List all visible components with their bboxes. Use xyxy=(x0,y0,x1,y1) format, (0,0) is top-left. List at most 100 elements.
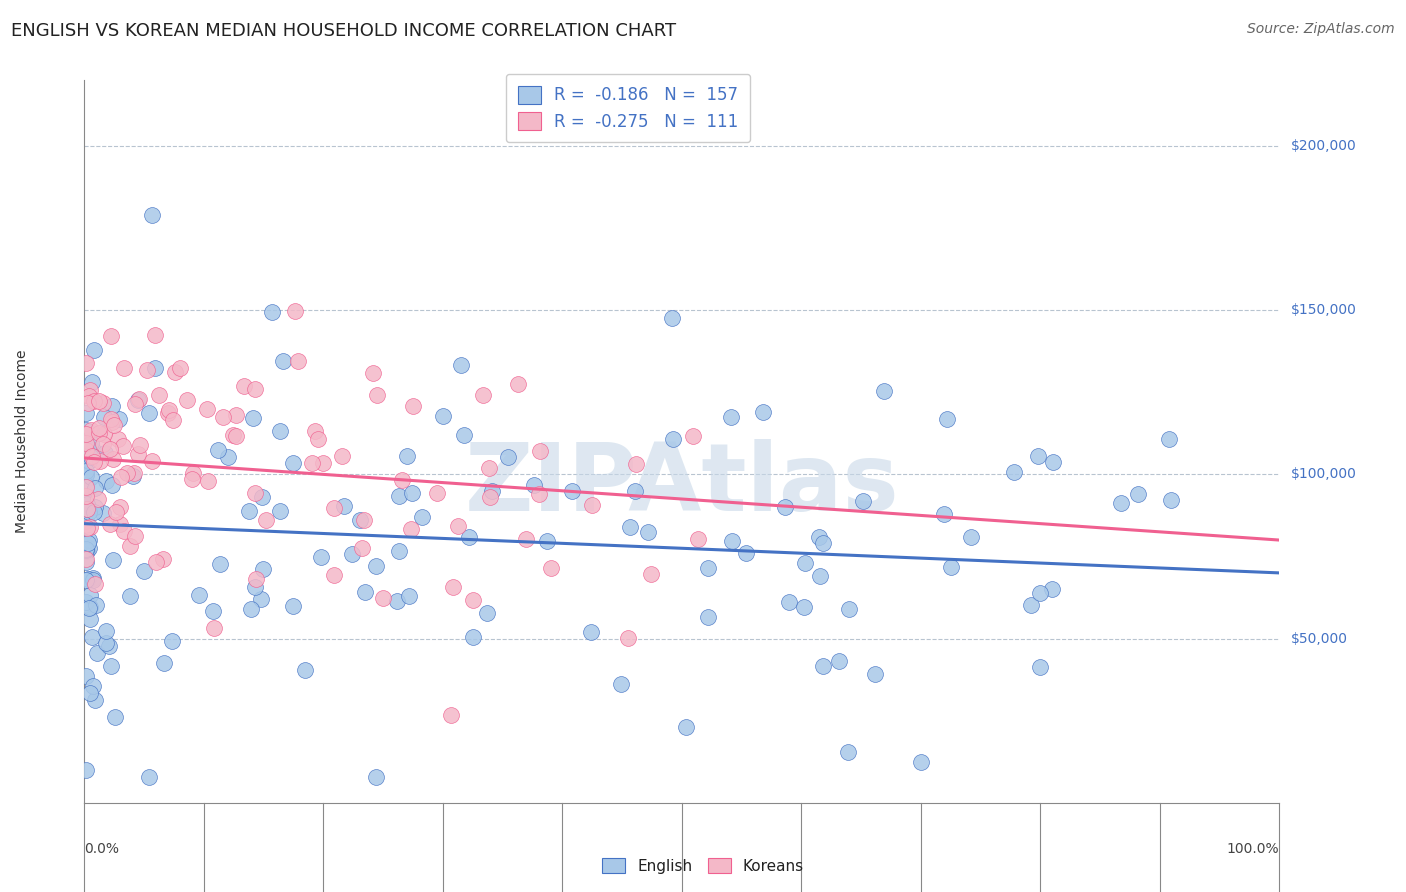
Point xyxy=(675,720,697,734)
Point xyxy=(136,363,159,377)
Point xyxy=(152,656,174,670)
Point xyxy=(401,485,423,500)
Point xyxy=(76,502,98,516)
Point xyxy=(79,450,101,464)
Point xyxy=(79,383,101,397)
Point xyxy=(115,466,138,480)
Point xyxy=(143,360,166,375)
Point xyxy=(105,505,128,519)
Point xyxy=(163,365,186,379)
Point xyxy=(217,450,239,464)
Point xyxy=(157,403,180,417)
Point xyxy=(128,392,150,406)
Point xyxy=(1040,582,1063,597)
Point xyxy=(619,520,641,534)
Point xyxy=(82,442,104,457)
Point xyxy=(77,541,100,556)
Point xyxy=(309,550,332,565)
Point xyxy=(852,493,875,508)
Point xyxy=(811,658,834,673)
Point xyxy=(75,515,97,529)
Text: 0.0%: 0.0% xyxy=(84,842,120,855)
Point xyxy=(1029,586,1052,600)
Point xyxy=(84,500,107,515)
Legend: R =  -0.186   N =  157, R =  -0.275   N =  111: R = -0.186 N = 157, R = -0.275 N = 111 xyxy=(506,74,751,143)
Point xyxy=(529,443,551,458)
Point xyxy=(87,492,110,507)
Point xyxy=(110,517,132,532)
Point xyxy=(398,589,420,603)
Point xyxy=(323,568,346,582)
Point xyxy=(94,636,117,650)
Point xyxy=(284,303,307,318)
Point xyxy=(75,551,97,566)
Point xyxy=(471,387,494,401)
Point xyxy=(330,449,353,463)
Point xyxy=(294,663,316,677)
Point xyxy=(84,599,107,613)
Point xyxy=(353,585,375,599)
Point xyxy=(828,654,851,668)
Point xyxy=(411,510,433,524)
Point xyxy=(463,630,485,644)
Point xyxy=(366,770,388,784)
Point xyxy=(75,489,97,503)
Point xyxy=(141,208,163,222)
Text: $100,000: $100,000 xyxy=(1291,467,1357,482)
Point xyxy=(91,396,114,410)
Point xyxy=(773,500,796,514)
Point xyxy=(388,489,411,503)
Point xyxy=(1019,599,1042,613)
Point xyxy=(77,396,100,410)
Point xyxy=(461,593,484,607)
Point xyxy=(697,560,720,574)
Point xyxy=(127,392,149,407)
Point xyxy=(863,667,886,681)
Point xyxy=(332,499,354,513)
Point xyxy=(100,411,122,425)
Point xyxy=(75,356,97,370)
Text: ZIPAtlas: ZIPAtlas xyxy=(464,439,900,531)
Point xyxy=(195,401,218,416)
Point xyxy=(440,708,463,723)
Point xyxy=(82,449,104,463)
Point xyxy=(100,517,122,532)
Point xyxy=(232,379,254,393)
Point xyxy=(640,567,662,582)
Point xyxy=(112,361,135,376)
Point xyxy=(91,437,114,451)
Point xyxy=(935,412,957,426)
Point xyxy=(110,469,132,483)
Point xyxy=(304,425,326,439)
Point xyxy=(134,564,156,578)
Point xyxy=(523,478,546,492)
Point xyxy=(252,562,274,576)
Point xyxy=(794,556,817,570)
Point xyxy=(225,408,247,422)
Point xyxy=(148,388,170,402)
Point xyxy=(75,442,97,457)
Point xyxy=(269,504,291,518)
Point xyxy=(396,450,419,464)
Text: $200,000: $200,000 xyxy=(1291,139,1357,153)
Point xyxy=(80,470,103,484)
Point xyxy=(100,442,122,457)
Point xyxy=(83,481,105,495)
Point xyxy=(1042,455,1064,469)
Point xyxy=(626,457,648,471)
Point xyxy=(77,533,100,548)
Text: $50,000: $50,000 xyxy=(1291,632,1347,646)
Point xyxy=(238,504,260,518)
Point xyxy=(141,454,163,468)
Point xyxy=(75,543,97,558)
Text: Source: ZipAtlas.com: Source: ZipAtlas.com xyxy=(1247,22,1395,37)
Point xyxy=(89,454,111,468)
Point xyxy=(101,415,124,429)
Point xyxy=(93,426,115,441)
Point xyxy=(75,423,97,437)
Point xyxy=(75,427,97,442)
Point xyxy=(837,745,859,759)
Point xyxy=(79,685,101,699)
Point xyxy=(143,328,166,343)
Point xyxy=(103,553,125,567)
